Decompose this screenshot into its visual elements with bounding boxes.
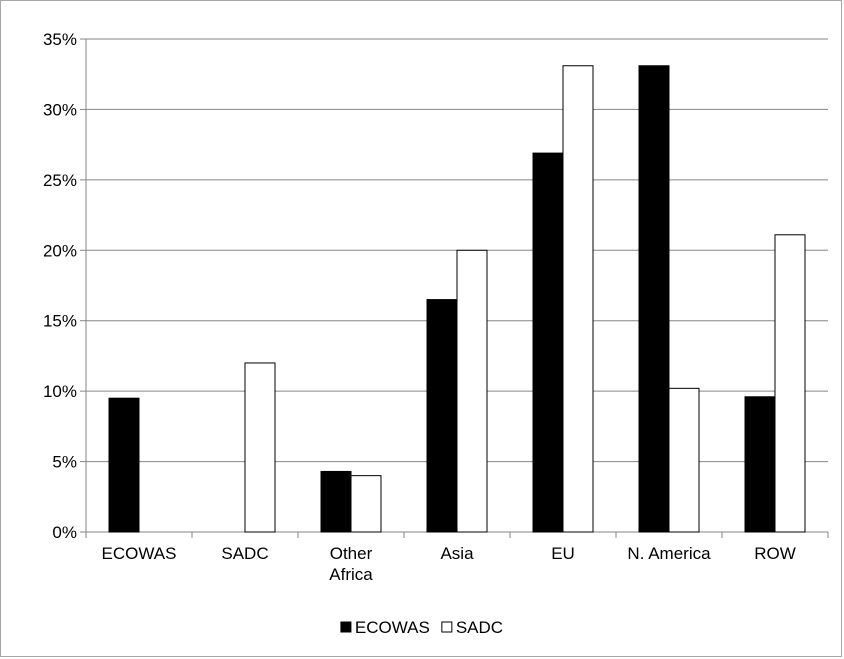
- bar-sadc-2: [350, 475, 382, 533]
- y-tick-label: 20%: [43, 241, 77, 260]
- x-category-label: Other Africa: [329, 544, 373, 584]
- legend-swatch-sadc: [441, 621, 453, 633]
- bar-sadc-5: [668, 387, 700, 533]
- x-category-label-line: ECOWAS: [102, 544, 177, 563]
- x-category-label-line: ROW: [754, 544, 796, 563]
- x-category-label-line: Asia: [440, 544, 474, 563]
- x-category-label: N. America: [627, 544, 711, 563]
- axis-labels: 0% 5% 10% 15% 20% 25% 30% 35% ECOWAS SADC Other Afr…: [43, 30, 796, 584]
- bar-sadc-4: [562, 65, 594, 533]
- x-category-label-line: Africa: [329, 565, 373, 584]
- bar-ecowas-4: [532, 152, 564, 533]
- y-tick-label: 10%: [43, 382, 77, 401]
- bar-sadc-3: [456, 249, 488, 533]
- x-category-label: Asia: [440, 544, 474, 563]
- y-tick-label: 5%: [52, 453, 77, 472]
- y-tick-label: 30%: [43, 100, 77, 119]
- x-category-label: ROW: [754, 544, 796, 563]
- bars: [108, 65, 806, 533]
- y-tick-label: 15%: [43, 312, 77, 331]
- legend: ECOWAS SADC: [340, 618, 503, 637]
- x-category-label-line: N. America: [627, 544, 711, 563]
- bar-sadc-1: [244, 362, 276, 533]
- bar-ecowas-2: [320, 470, 352, 533]
- y-tick-label: 35%: [43, 30, 77, 49]
- y-tick-label: 25%: [43, 171, 77, 190]
- x-category-label-line: SADC: [221, 544, 268, 563]
- bar-ecowas-5: [638, 65, 670, 533]
- bar-ecowas-3: [426, 299, 458, 533]
- bar-ecowas-6: [744, 396, 776, 533]
- legend-label-ecowas: ECOWAS: [355, 618, 430, 637]
- bar-sadc-6: [774, 234, 806, 533]
- y-tick-label: 0%: [52, 523, 77, 542]
- legend-swatch-ecowas: [340, 621, 352, 633]
- x-category-label: SADC: [221, 544, 268, 563]
- x-category-label: EU: [551, 544, 575, 563]
- x-category-label-line: EU: [551, 544, 575, 563]
- x-category-label-line: Other: [330, 544, 373, 563]
- bar-ecowas-0: [108, 397, 140, 533]
- legend-label-sadc: SADC: [456, 618, 503, 637]
- x-category-label: ECOWAS: [102, 544, 177, 563]
